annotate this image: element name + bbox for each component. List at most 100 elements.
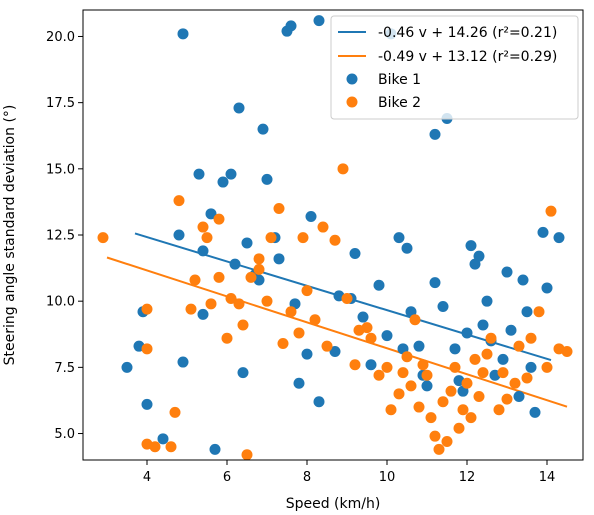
point-series-1-46 <box>529 406 541 418</box>
legend-box <box>330 15 579 120</box>
point-series-1-21 <box>293 377 305 389</box>
point-series-1-10 <box>209 443 221 455</box>
point-series-2-20 <box>297 232 309 244</box>
point-series-1-11 <box>217 176 229 188</box>
point-series-2-71 <box>201 232 213 244</box>
point-series-2-68 <box>301 285 313 297</box>
x-tick-label: 12 <box>459 470 476 485</box>
point-series-2-31 <box>425 412 437 424</box>
point-series-2-8 <box>189 274 201 286</box>
point-series-1-13 <box>233 102 245 114</box>
point-series-1-66 <box>229 258 241 270</box>
point-series-1-20 <box>285 20 297 32</box>
point-series-1-71 <box>173 229 185 241</box>
point-series-1-63 <box>437 300 449 312</box>
point-series-2-75 <box>457 404 469 416</box>
point-series-2-63 <box>465 412 477 424</box>
point-series-1-57 <box>477 319 489 331</box>
legend-label-bike2-fit: -0.49 v + 13.12 (r²=0.29) <box>378 49 557 65</box>
point-series-1-44 <box>541 282 553 294</box>
point-series-1-43 <box>537 226 549 238</box>
point-series-2-43 <box>521 372 533 384</box>
x-tick-label: 4 <box>143 470 151 485</box>
point-series-1-34 <box>449 343 461 355</box>
y-axis: 5.0 7.5 10.0 12.5 15.0 17.5 20.0 <box>46 30 83 442</box>
point-series-2-69 <box>253 263 265 275</box>
point-series-1-22 <box>301 348 313 360</box>
point-series-1-25 <box>329 345 341 357</box>
legend-marker-bike1 <box>346 73 358 85</box>
point-series-1-38 <box>481 295 493 307</box>
point-series-1-69 <box>465 240 477 252</box>
point-series-2-53 <box>261 295 273 307</box>
point-series-1-59 <box>517 274 529 286</box>
point-series-2-32 <box>433 443 445 455</box>
fit-line-2 <box>106 256 568 408</box>
point-series-1-52 <box>273 253 285 265</box>
point-series-2-51 <box>213 271 225 283</box>
point-series-2-73 <box>329 234 341 246</box>
point-series-1-3 <box>141 398 153 410</box>
point-series-2-36 <box>461 377 473 389</box>
point-series-2-77 <box>401 351 413 363</box>
point-series-2-21 <box>309 314 321 326</box>
point-series-1-67 <box>373 279 385 291</box>
point-series-2-4 <box>149 441 161 453</box>
point-series-2-17 <box>265 232 277 244</box>
point-series-1-68 <box>501 266 513 278</box>
point-series-2-12 <box>221 332 233 344</box>
y-tick-label: 15.0 <box>46 162 75 177</box>
point-series-2-50 <box>185 303 197 315</box>
point-series-1-12 <box>225 168 237 180</box>
point-series-1-70 <box>429 128 441 140</box>
point-series-2-5 <box>165 441 177 453</box>
point-series-2-30 <box>417 359 429 371</box>
legend-label-bike2: Bike 2 <box>378 95 421 111</box>
point-series-2-40 <box>493 404 505 416</box>
point-series-1-53 <box>305 210 317 222</box>
point-series-2-2 <box>141 343 153 355</box>
point-series-2-26 <box>373 369 385 381</box>
point-series-1-36 <box>461 327 473 339</box>
point-series-1-61 <box>421 380 433 392</box>
legend-label-bike1-fit: -0.46 v + 14.26 (r²=0.21) <box>378 25 557 41</box>
point-series-1-5 <box>177 28 189 40</box>
point-series-1-40 <box>497 353 509 365</box>
point-series-2-67 <box>341 293 353 305</box>
point-series-2-23 <box>337 163 349 175</box>
point-series-1-73 <box>473 250 485 262</box>
point-series-1-17 <box>261 173 273 185</box>
point-series-1-9 <box>205 208 217 220</box>
point-series-2-9 <box>197 221 209 233</box>
series-2-points <box>97 163 573 461</box>
point-series-2-66 <box>509 377 521 389</box>
point-series-2-49 <box>525 332 537 344</box>
point-series-1-42 <box>525 361 537 373</box>
point-series-2-59 <box>413 401 425 413</box>
point-series-1-31 <box>401 242 413 254</box>
point-series-2-54 <box>293 327 305 339</box>
legend-marker-bike2 <box>346 96 358 108</box>
point-series-2-57 <box>381 361 393 373</box>
point-series-2-41 <box>501 393 513 405</box>
y-tick-label: 17.5 <box>46 96 75 111</box>
x-axis: 4 6 8 10 12 14 <box>143 460 555 485</box>
point-series-2-13 <box>233 298 245 310</box>
point-series-1-27 <box>365 359 377 371</box>
point-series-2-76 <box>473 390 485 402</box>
point-series-1-50 <box>197 245 209 257</box>
point-series-2-18 <box>277 338 289 350</box>
x-axis-title: Speed (km/h) <box>286 496 381 512</box>
point-series-2-33 <box>441 435 453 447</box>
point-series-2-61 <box>437 396 449 408</box>
point-series-1-41 <box>513 390 525 402</box>
point-series-1-30 <box>393 232 405 244</box>
y-tick-label: 10.0 <box>46 295 75 310</box>
point-series-2-46 <box>545 205 557 217</box>
point-series-2-27 <box>385 404 397 416</box>
point-series-2-24 <box>349 359 361 371</box>
x-tick-label: 8 <box>303 470 311 485</box>
y-tick-label: 7.5 <box>54 361 75 376</box>
point-series-2-65 <box>497 367 509 379</box>
